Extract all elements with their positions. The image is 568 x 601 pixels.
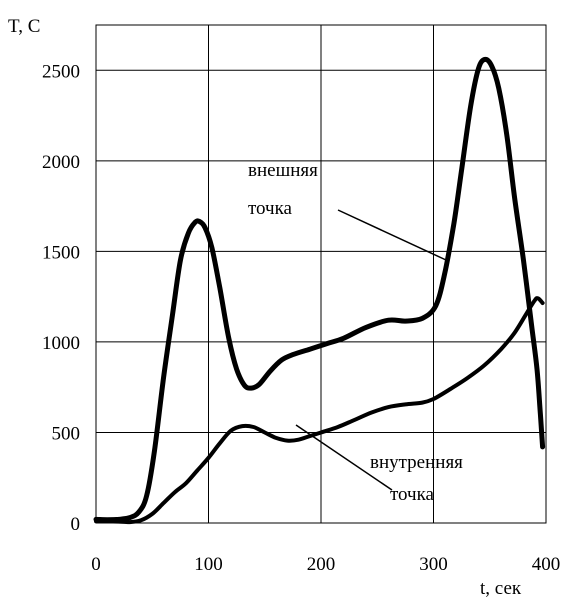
grid-lines [95,24,547,524]
annotation-layer: внешняя точка внутренняя точка [248,160,463,505]
y-tick-label: 0 [71,514,81,535]
y-tick-label: 1000 [42,333,80,354]
series-outer-point-line [93,56,546,523]
y-axis-label: T, C [8,16,40,37]
x-tick-label: 400 [532,554,561,575]
inner-point-leader [295,424,393,491]
series-inner-point-line [94,296,545,525]
outer-point-leader [337,209,447,261]
outer-point-label-line1: внешняя [248,160,318,181]
tick-labels: 0 100 200 300 400 0 500 1000 1500 2000 2500 [42,61,560,575]
outer-point-label-line2: точка [248,198,293,219]
inner-point-label-line1: внутренняя [370,452,463,473]
y-tick-label: 1500 [42,242,80,263]
x-tick-label: 100 [194,554,223,575]
series-layer [93,56,546,525]
y-tick-label: 500 [52,423,81,444]
x-tick-label: 300 [419,554,448,575]
y-tick-label: 2000 [42,152,80,173]
y-tick-label: 2500 [42,61,80,82]
x-axis-label: t, сек [480,578,522,599]
inner-point-label-line2: точка [390,484,435,505]
x-tick-label: 200 [307,554,336,575]
x-tick-label: 0 [91,554,101,575]
